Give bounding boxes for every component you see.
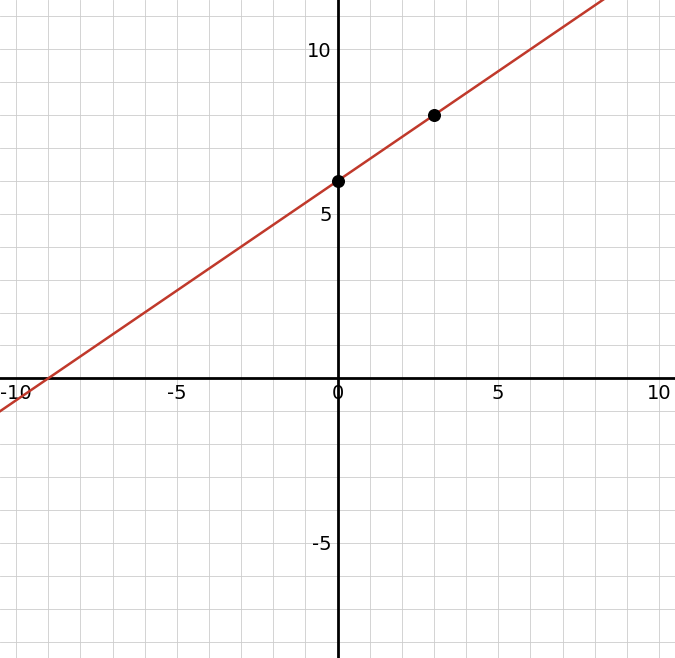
Point — [429, 110, 439, 120]
Point — [332, 176, 343, 186]
